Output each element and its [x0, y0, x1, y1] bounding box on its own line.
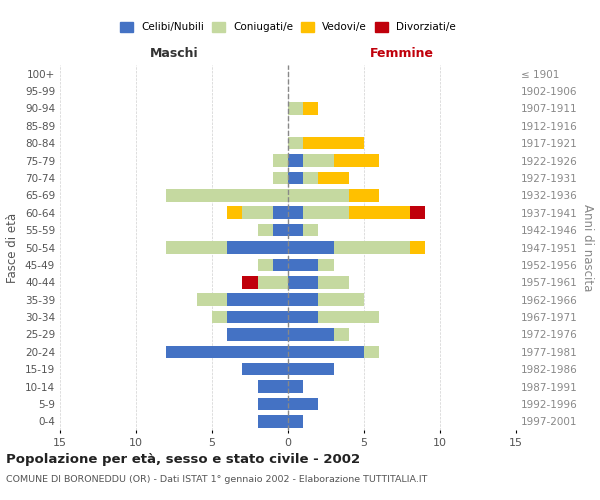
- Bar: [288, 137, 303, 149]
- Bar: [288, 380, 303, 393]
- Y-axis label: Fasce di età: Fasce di età: [7, 212, 19, 282]
- Text: Maschi: Maschi: [149, 47, 199, 60]
- Bar: [227, 206, 242, 219]
- Text: COMUNE DI BORONEDDU (OR) - Dati ISTAT 1° gennaio 2002 - Elaborazione TUTTITALIA.: COMUNE DI BORONEDDU (OR) - Dati ISTAT 1°…: [6, 475, 427, 484]
- Bar: [257, 224, 273, 236]
- Bar: [288, 241, 334, 254]
- Bar: [227, 241, 288, 254]
- Bar: [303, 172, 319, 184]
- Bar: [257, 415, 288, 428]
- Bar: [288, 258, 319, 271]
- Bar: [227, 294, 288, 306]
- Bar: [319, 294, 364, 306]
- Bar: [364, 346, 379, 358]
- Bar: [303, 154, 334, 167]
- Bar: [288, 189, 349, 202]
- Text: Popolazione per età, sesso e stato civile - 2002: Popolazione per età, sesso e stato civil…: [6, 452, 360, 466]
- Bar: [242, 363, 288, 376]
- Bar: [166, 189, 288, 202]
- Bar: [257, 276, 288, 288]
- Bar: [303, 102, 319, 115]
- Bar: [273, 206, 288, 219]
- Bar: [288, 224, 303, 236]
- Bar: [288, 398, 319, 410]
- Bar: [319, 311, 379, 324]
- Bar: [166, 241, 227, 254]
- Bar: [349, 206, 410, 219]
- Bar: [288, 172, 303, 184]
- Y-axis label: Anni di nascita: Anni di nascita: [581, 204, 594, 291]
- Bar: [197, 294, 227, 306]
- Bar: [319, 172, 349, 184]
- Bar: [288, 102, 303, 115]
- Bar: [288, 206, 303, 219]
- Bar: [166, 346, 288, 358]
- Bar: [303, 224, 319, 236]
- Bar: [288, 346, 364, 358]
- Bar: [319, 258, 334, 271]
- Bar: [212, 311, 227, 324]
- Bar: [303, 206, 349, 219]
- Bar: [303, 137, 364, 149]
- Bar: [242, 276, 257, 288]
- Bar: [288, 311, 319, 324]
- Bar: [227, 328, 288, 340]
- Bar: [257, 380, 288, 393]
- Bar: [273, 224, 288, 236]
- Bar: [288, 294, 319, 306]
- Bar: [273, 172, 288, 184]
- Bar: [288, 276, 319, 288]
- Bar: [288, 328, 334, 340]
- Bar: [334, 241, 410, 254]
- Bar: [288, 363, 334, 376]
- Bar: [288, 415, 303, 428]
- Bar: [334, 328, 349, 340]
- Bar: [242, 206, 273, 219]
- Bar: [227, 311, 288, 324]
- Bar: [334, 154, 379, 167]
- Bar: [349, 189, 379, 202]
- Bar: [273, 258, 288, 271]
- Bar: [257, 258, 273, 271]
- Bar: [257, 398, 288, 410]
- Bar: [319, 276, 349, 288]
- Text: Femmine: Femmine: [370, 47, 434, 60]
- Bar: [410, 241, 425, 254]
- Bar: [273, 154, 288, 167]
- Legend: Celibi/Nubili, Coniugati/e, Vedovi/e, Divorziati/e: Celibi/Nubili, Coniugati/e, Vedovi/e, Di…: [117, 19, 459, 36]
- Bar: [410, 206, 425, 219]
- Bar: [288, 154, 303, 167]
